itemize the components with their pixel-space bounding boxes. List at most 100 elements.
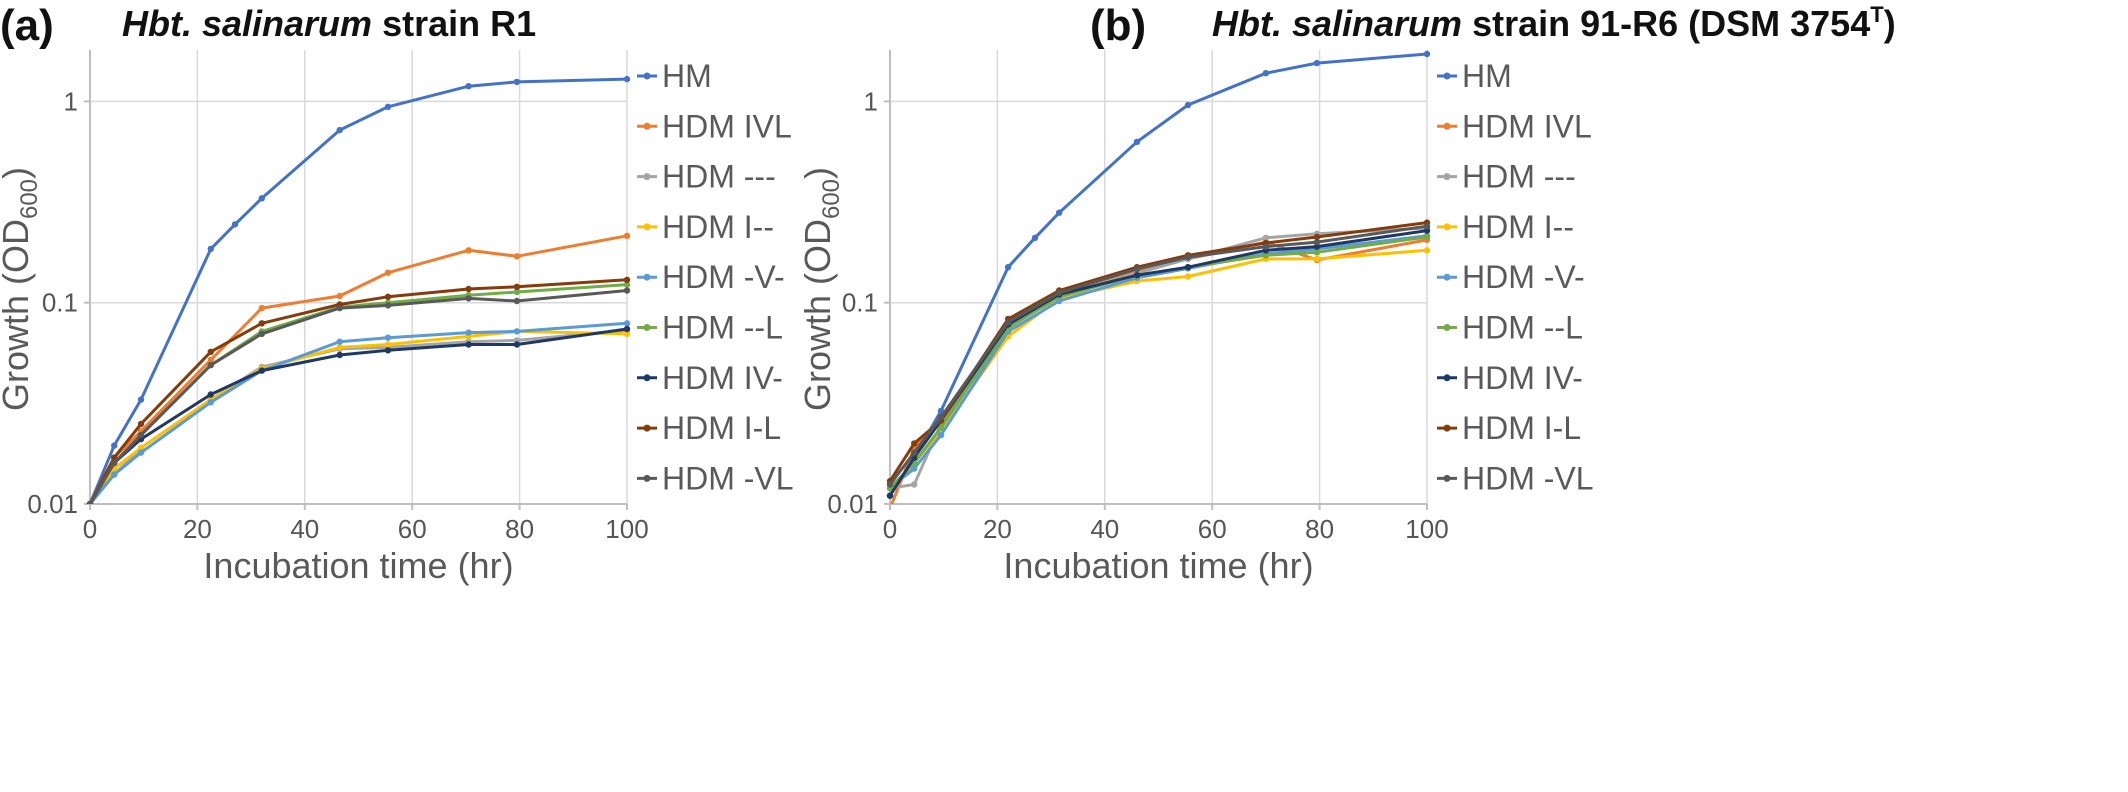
- legend-label: HM: [1462, 58, 1512, 94]
- x-tick-label: 80: [505, 514, 534, 544]
- data-point: [207, 391, 214, 398]
- data-point: [137, 444, 145, 452]
- data-point: [384, 302, 392, 309]
- x-tick-label: 60: [1198, 514, 1227, 544]
- data-point: [623, 325, 631, 333]
- legend-swatch-marker: [643, 72, 651, 80]
- legend-swatch-marker: [1443, 474, 1451, 482]
- data-point: [384, 103, 392, 111]
- legend-label: HDM IV-: [1462, 360, 1583, 396]
- data-point: [1313, 255, 1321, 263]
- legend-label: HDM -VL: [1462, 460, 1594, 496]
- data-point: [207, 361, 214, 369]
- series-line-hm: [88, 77, 629, 504]
- data-point: [1313, 249, 1321, 256]
- legend-swatch-marker: [1443, 273, 1451, 281]
- legend-label: HDM I-L: [662, 410, 781, 446]
- data-point: [86, 500, 94, 504]
- legend-item: HDM --L: [637, 310, 783, 346]
- legend-item: HDM ---: [1437, 159, 1576, 195]
- data-point: [1423, 233, 1431, 241]
- legend-swatch-marker: [643, 122, 651, 130]
- data-point: [1133, 138, 1141, 145]
- y-tick-label: 1: [64, 86, 78, 116]
- legend-label: HDM IVL: [662, 108, 792, 144]
- data-point: [465, 285, 472, 293]
- data-point: [258, 195, 265, 202]
- data-point: [384, 334, 392, 341]
- y-axis-label: Growth (OD600): [0, 167, 43, 411]
- legend-swatch-marker: [1443, 173, 1451, 181]
- panel-a-title-rest: strain R1: [372, 3, 536, 44]
- legend-label: HDM ---: [662, 159, 776, 195]
- y-tick-label: 1: [864, 86, 878, 116]
- data-point: [336, 351, 343, 359]
- y-axis-label-main: Growth (OD: [0, 219, 36, 411]
- data-point: [1313, 59, 1321, 67]
- series-group: [886, 50, 1431, 504]
- legend-item: HDM -VL: [637, 460, 794, 496]
- legend-swatch-marker: [643, 324, 651, 331]
- x-tick-label: 80: [1305, 514, 1334, 544]
- y-axis-label-close: ): [0, 167, 36, 179]
- data-point: [937, 424, 945, 431]
- x-tick-label: 20: [183, 514, 212, 544]
- y-axis-label-close: ): [797, 167, 838, 179]
- y-axis-label-subscript: 600: [818, 179, 845, 219]
- data-point: [1184, 264, 1192, 271]
- x-axis-label: Incubation time (hr): [1003, 545, 1313, 586]
- panel-a-letter: (a): [0, 1, 54, 50]
- legend-item: HDM -V-: [637, 259, 785, 295]
- data-point: [513, 78, 521, 86]
- data-point: [336, 126, 343, 134]
- legend-swatch-marker: [643, 273, 651, 281]
- series-line-hdm-: [88, 328, 629, 504]
- data-point: [513, 253, 521, 260]
- data-point: [1184, 273, 1192, 280]
- data-point: [1262, 252, 1270, 259]
- data-point: [465, 247, 472, 254]
- legend-item: HDM IVL: [1437, 108, 1592, 144]
- data-point: [137, 420, 145, 428]
- chart-panel-a: 0 20 40 60 80 100 0.01 0.1 1 Incubation time (hr)…: [0, 50, 794, 586]
- data-point: [207, 356, 214, 364]
- x-tick-label: 60: [398, 514, 427, 544]
- legend-item: HDM IVL: [637, 108, 792, 144]
- chart-panel-b: 0 20 40 60 80 100 0.01 0.1 1 Incubation time (hr)…: [797, 50, 1594, 586]
- data-point: [336, 304, 343, 312]
- data-point: [384, 341, 392, 348]
- series-group: [86, 75, 631, 504]
- data-point: [1133, 272, 1141, 279]
- legend-label: HDM --L: [662, 310, 783, 346]
- data-point: [911, 481, 918, 488]
- data-point: [911, 449, 918, 456]
- data-point: [1031, 234, 1039, 241]
- data-point: [465, 295, 472, 302]
- data-point: [1423, 223, 1431, 230]
- data-point: [1262, 234, 1270, 241]
- data-point: [336, 344, 343, 351]
- data-point: [1313, 233, 1321, 241]
- legend-label: HDM I--: [662, 209, 774, 245]
- data-point: [1262, 243, 1270, 250]
- data-point: [623, 75, 631, 83]
- legend-item: HDM -V-: [1437, 259, 1585, 295]
- data-point: [623, 320, 631, 327]
- data-point: [1056, 209, 1063, 216]
- data-point: [1184, 101, 1192, 109]
- legend-label: HDM ---: [1462, 159, 1576, 195]
- series-line-hdm-v-: [88, 321, 629, 504]
- data-point: [1004, 264, 1012, 271]
- data-point: [623, 281, 631, 288]
- series-line-hdm-i-: [88, 329, 629, 504]
- series-line-hdm-iv-: [88, 327, 629, 504]
- legend-label: HDM -V-: [1462, 259, 1585, 295]
- legend-swatch-marker: [1443, 324, 1451, 331]
- series-line-hdm-vl: [888, 224, 1429, 486]
- legend-swatch-marker: [1443, 72, 1451, 80]
- x-tick-label: 0: [883, 514, 897, 544]
- data-point: [1133, 265, 1141, 273]
- x-axis-label: Incubation time (hr): [203, 545, 513, 586]
- legend-label: HDM IVL: [1462, 108, 1592, 144]
